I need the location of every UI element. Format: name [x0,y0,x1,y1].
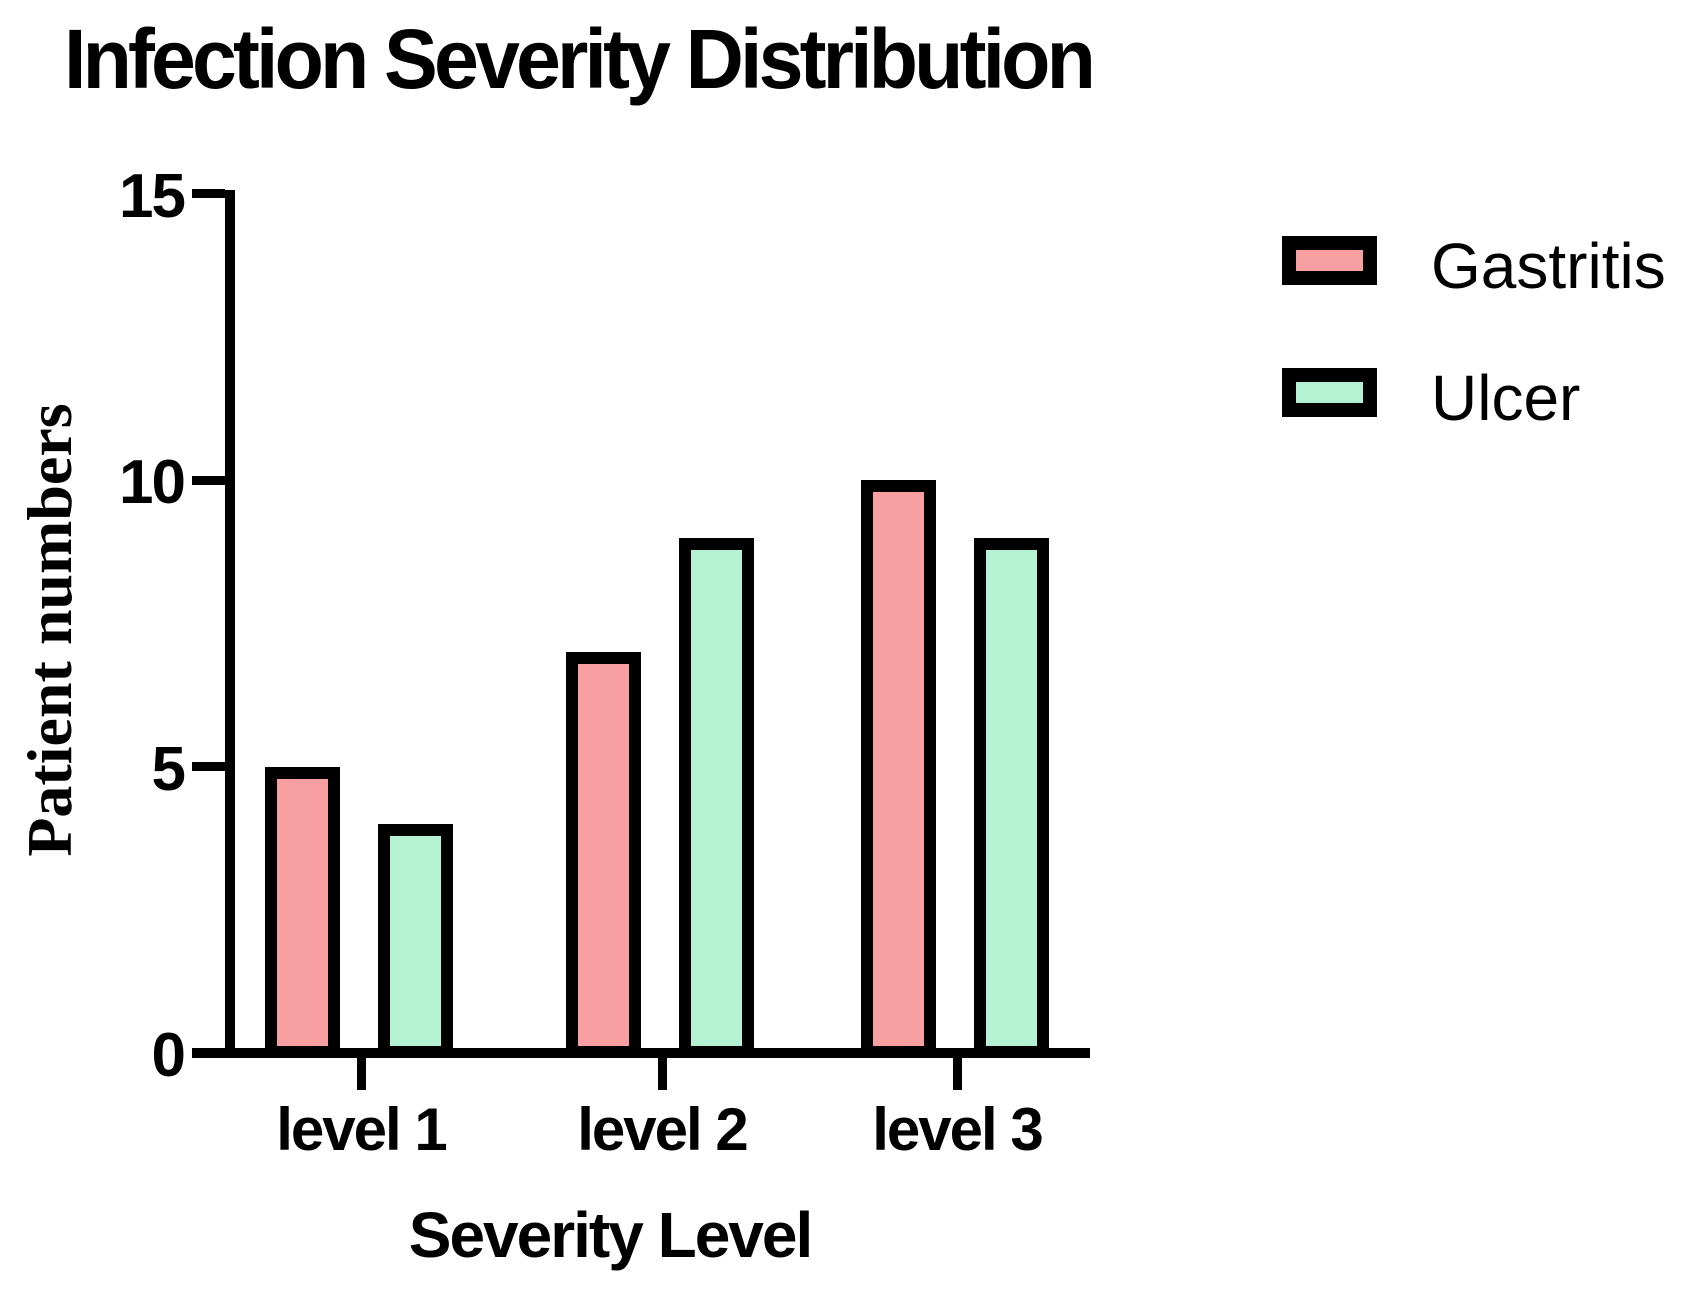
y-tick-15 [192,189,225,199]
legend-label-ulcer: Ulcer [1431,362,1581,434]
y-tick-label-0: 0 [151,1021,186,1090]
x-axis-line [192,1048,1090,1058]
y-axis-line [225,190,235,1058]
y-tick-10 [192,475,225,485]
legend-swatch-ulcer [1282,367,1377,417]
x-category-label-3: level 3 [872,1096,1044,1163]
x-category-label-1: level 1 [276,1096,448,1163]
bar-gastritis-level-1 [265,766,340,1058]
x-category-label-2: level 2 [577,1096,749,1163]
bar-ulcer-level-2 [679,537,754,1058]
x-tick-2 [657,1058,667,1090]
legend-item-gastritis: Gastritis [1282,228,1666,298]
x-tick-1 [356,1058,366,1090]
chart-title: Infection Severity Distribution [64,12,1096,106]
legend: Gastritis Ulcer [1282,228,1666,492]
y-tick-label-5: 5 [151,734,186,804]
bar-gastritis-level-3 [861,480,936,1058]
legend-swatch-gastritis [1282,235,1377,285]
legend-label-gastritis: Gastritis [1431,230,1666,302]
y-tick-label-10: 10 [119,448,186,518]
y-tick-label-15: 15 [119,161,186,231]
bar-ulcer-level-1 [378,823,453,1058]
x-tick-3 [952,1058,962,1090]
y-tick-5 [192,762,225,772]
bar-gastritis-level-2 [566,652,641,1058]
bar-ulcer-level-3 [974,537,1049,1058]
legend-item-ulcer: Ulcer [1282,360,1666,430]
x-axis-title: Severity Level [408,1199,814,1271]
